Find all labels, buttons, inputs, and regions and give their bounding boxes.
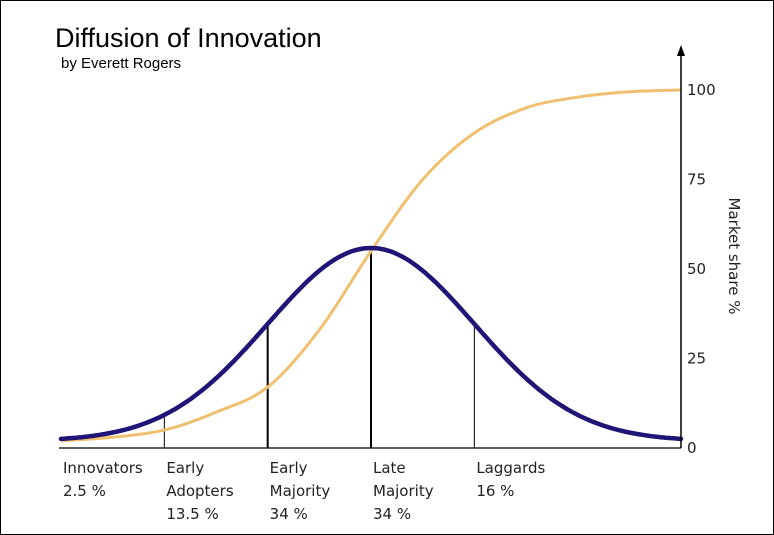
y-tick-label: 100 xyxy=(687,81,716,99)
market-share-curve xyxy=(60,88,682,443)
segment-label: Laggards 16 % xyxy=(476,459,545,500)
y-tick-labels: 0 25 50 75 100 xyxy=(687,81,716,457)
segment-label: Innovators 2.5 % xyxy=(63,459,143,500)
segment-label: Early Majority 34 % xyxy=(270,459,331,523)
chart-subtitle: by Everett Rogers xyxy=(61,55,181,72)
segment-label: Early Adopters 13.5 % xyxy=(166,459,233,523)
y-tick-label: 75 xyxy=(687,171,706,189)
y-axis-label: Market share % xyxy=(725,198,743,315)
segment-labels: Innovators 2.5 % Early Adopters 13.5 % Early M… xyxy=(63,459,546,523)
y-tick-label: 0 xyxy=(687,439,697,457)
adoption-bell-curve xyxy=(58,245,684,442)
segment-label: Late Majority 34 % xyxy=(373,459,434,523)
y-tick-label: 50 xyxy=(687,260,706,278)
y-tick-label: 25 xyxy=(687,350,706,368)
y-axis-arrow-icon xyxy=(677,45,685,56)
chart-title: Diffusion of Innovation xyxy=(55,23,322,53)
